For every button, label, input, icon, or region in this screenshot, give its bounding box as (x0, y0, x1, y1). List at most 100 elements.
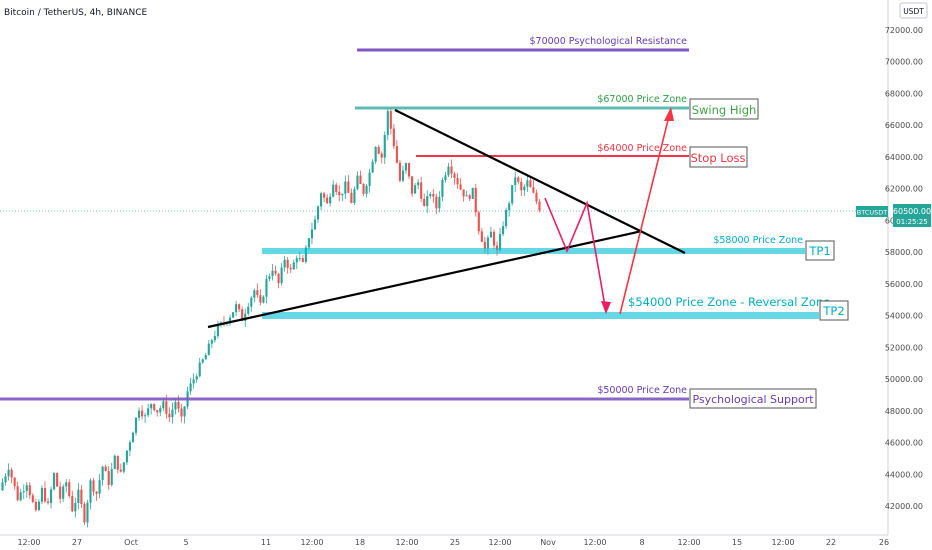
candle (228, 314, 232, 326)
candle (183, 405, 186, 424)
candle (141, 405, 144, 420)
candle (371, 159, 374, 174)
candle (362, 183, 365, 197)
ascending-trendline[interactable] (207, 229, 643, 329)
candle (323, 191, 326, 202)
candle (268, 273, 271, 282)
candle (426, 190, 429, 213)
y-tick-label: 62000.00 (885, 185, 923, 194)
x-tick-label: 11 (261, 538, 271, 547)
price-axis[interactable] (888, 0, 932, 535)
candle (395, 139, 398, 164)
candle (65, 479, 68, 493)
swing-high-box (689, 98, 759, 120)
candle (113, 454, 116, 470)
y-tick-label: 58000.00 (885, 248, 923, 257)
candle (253, 288, 256, 303)
candle (256, 283, 259, 298)
candle (326, 194, 329, 204)
candle (292, 259, 295, 270)
x-tick-label: 12:00 (17, 538, 40, 547)
currency-button[interactable] (899, 2, 928, 19)
tp2-callout[interactable]: TP2 (819, 300, 849, 321)
candle (68, 479, 71, 498)
candle (1, 478, 4, 491)
candle (329, 193, 332, 207)
candle (277, 272, 280, 289)
candle (474, 183, 477, 217)
stop-loss-text: Stop Loss (690, 151, 745, 165)
candle (62, 484, 65, 502)
projection-path[interactable] (544, 107, 674, 315)
candle (520, 177, 523, 197)
y-tick-label: 70000.00 (885, 58, 923, 67)
candle (59, 481, 62, 504)
candle (86, 499, 89, 528)
x-tick-label: 5 (183, 538, 188, 547)
level-54000-zone[interactable] (262, 312, 819, 319)
stop-loss-callout[interactable]: Stop Loss (689, 146, 748, 168)
x-tick-label: 18 (355, 538, 365, 547)
candle (432, 189, 435, 203)
y-tick-label: 50000.00 (885, 375, 923, 384)
y-tick-label: 64000.00 (885, 153, 923, 162)
swing-high-callout[interactable]: Swing High (689, 98, 759, 120)
y-tick-label: 46000.00 (885, 439, 923, 448)
candle (119, 463, 122, 473)
candle (389, 109, 392, 135)
psych-support-box (689, 388, 817, 409)
candle (517, 175, 520, 185)
candle (538, 199, 541, 213)
candle (195, 373, 198, 383)
candle (341, 193, 344, 202)
candle (404, 162, 408, 174)
level-58000-zone[interactable] (262, 248, 805, 254)
candle (53, 472, 56, 491)
symbol-tag-text: BTCUSDT (857, 209, 887, 217)
y-tick-label: 52000.00 (885, 343, 923, 352)
y-tick-label: 42000.00 (885, 502, 923, 511)
candle (471, 187, 474, 200)
candle (247, 302, 250, 316)
candle (502, 221, 505, 237)
y-tick-label: 48000.00 (885, 407, 923, 416)
descending-trendline[interactable] (394, 109, 686, 254)
candle (386, 108, 389, 141)
x-tick-label: 26 (879, 538, 889, 547)
y-tick-label: 56000.00 (885, 280, 923, 289)
candle (107, 466, 110, 490)
candle (301, 254, 304, 263)
psych-support-callout[interactable]: Psychological Support (689, 388, 817, 409)
candle (128, 440, 131, 457)
y-tick-label: 66000.00 (885, 121, 923, 130)
candle (25, 482, 28, 498)
candle (101, 465, 104, 486)
x-tick-label: 12:00 (395, 538, 418, 547)
level-54000-label: $54000 Price Zone - Reversal Zone (628, 295, 830, 309)
candle (383, 131, 386, 164)
candle (156, 409, 159, 417)
candle (417, 179, 420, 190)
candle (447, 162, 450, 177)
candle (438, 191, 441, 213)
tp1-callout[interactable]: TP1 (805, 240, 835, 261)
projection-arrowhead (601, 301, 611, 314)
x-tick-label: 25 (450, 538, 460, 547)
candle (262, 295, 265, 304)
candle (289, 264, 292, 274)
candle (31, 493, 34, 504)
tp2-text: TP2 (822, 304, 844, 318)
candle (10, 467, 13, 484)
candle (353, 186, 356, 206)
candle (40, 485, 44, 505)
candle (368, 168, 371, 193)
candles (1, 108, 541, 528)
candle (95, 491, 98, 501)
candle (271, 264, 274, 281)
candle (453, 171, 456, 185)
candle (238, 303, 241, 313)
level-67000-label: $67000 Price Zone (597, 94, 687, 105)
last-price-text: 60500.00 (893, 207, 931, 216)
projection-zigzag (544, 197, 607, 313)
